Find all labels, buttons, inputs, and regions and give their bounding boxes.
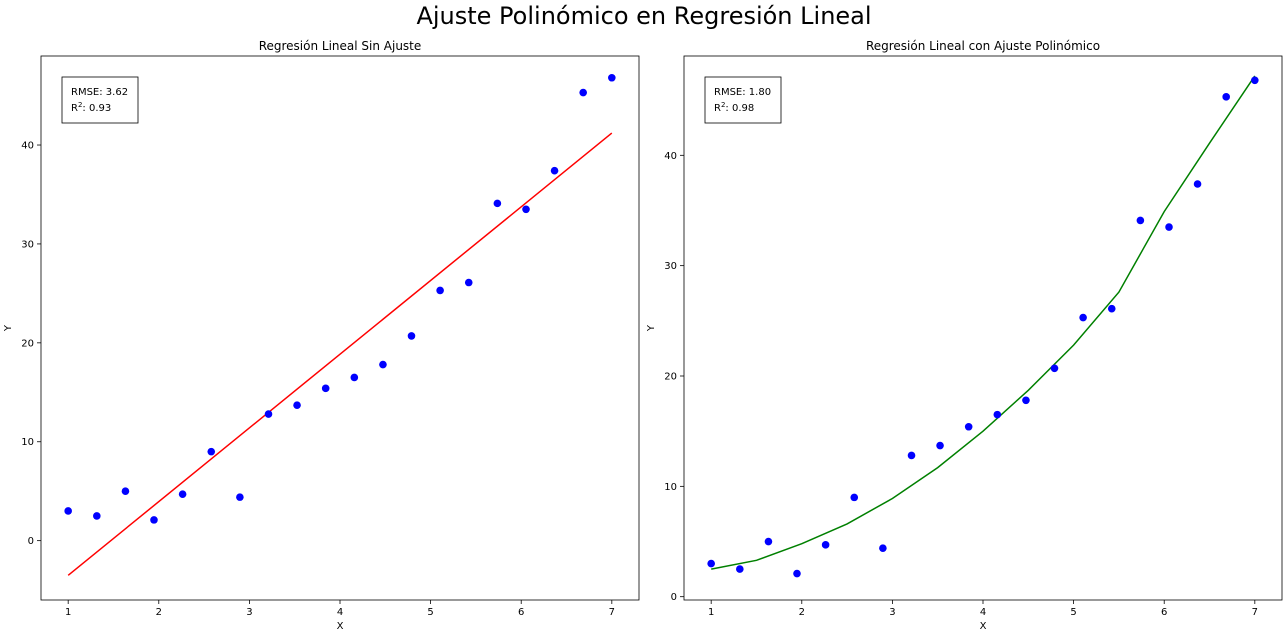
right-x-tick-label: 1 <box>708 607 714 618</box>
right-axes-frame <box>683 55 1283 601</box>
left-data-point <box>207 447 216 456</box>
left-data-point <box>264 410 273 418</box>
left-rmse-label: RMSE: 3.62 <box>71 87 128 98</box>
left-r2-label: R2: 0.93 <box>71 101 111 114</box>
left-y-tick-label: 10 <box>21 437 34 448</box>
chart-right: Regresión Lineal con Ajuste Polinómico 1 2… <box>646 39 1283 632</box>
left-x-tick-label: 5 <box>427 607 433 618</box>
right-data-point <box>964 422 973 431</box>
right-data-point <box>1079 313 1087 322</box>
left-chart-title: Regresión Lineal Sin Ajuste <box>259 39 422 53</box>
left-data-point <box>321 384 330 393</box>
left-x-axis-label: X <box>337 621 344 632</box>
right-x-tick-label: 7 <box>1252 607 1258 618</box>
left-y-axis-label: Y <box>3 324 14 332</box>
right-data-point <box>1022 396 1030 405</box>
right-y-tick-label: 40 <box>664 151 677 162</box>
right-rmse-label: RMSE: 1.80 <box>714 87 771 98</box>
left-data-point <box>493 199 502 208</box>
right-chart-title: Regresión Lineal con Ajuste Polinómico <box>866 39 1100 53</box>
right-x-tick-label: 2 <box>799 607 805 618</box>
right-data-point <box>1107 304 1116 313</box>
left-data-point <box>64 507 72 515</box>
left-data-point <box>464 278 473 287</box>
right-data-point <box>707 559 715 568</box>
right-data-point <box>764 537 773 546</box>
left-data-point <box>121 487 130 496</box>
right-data-point <box>993 410 1002 419</box>
left-x-tick-label: 2 <box>156 607 162 618</box>
right-data-point <box>736 565 744 573</box>
left-data-point <box>550 166 559 175</box>
left-x-tick-label: 7 <box>609 607 615 618</box>
right-y-tick-label: 10 <box>664 482 677 493</box>
right-annotation-box <box>704 76 782 124</box>
right-x-tick-label: 5 <box>1070 607 1076 618</box>
left-y-tick-label: 20 <box>21 338 34 349</box>
chart-left: Regresión Lineal Sin Ajuste 1 2 3 4 5 6 7 0 10 20 3… <box>3 39 640 632</box>
left-data-point <box>379 360 387 369</box>
left-y-tick-label: 30 <box>21 239 34 250</box>
right-data-point <box>1050 364 1059 373</box>
right-data-point <box>936 441 944 450</box>
left-x-tick-label: 1 <box>65 607 71 618</box>
left-fit-line <box>67 132 613 576</box>
right-fit-line <box>711 75 1256 570</box>
left-data-point <box>608 73 616 82</box>
left-axes-frame <box>40 55 640 601</box>
right-y-tick-label: 0 <box>671 592 677 603</box>
left-y-tick-label: 40 <box>21 141 34 152</box>
right-data-point <box>1222 93 1230 101</box>
left-data-point <box>150 516 158 524</box>
right-data-point <box>793 569 801 578</box>
right-data-point <box>1251 76 1259 85</box>
left-data-point <box>236 493 244 501</box>
left-x-tick-label: 6 <box>518 607 524 618</box>
right-data-point <box>1165 223 1173 231</box>
right-r2-label: R2: 0.98 <box>714 101 754 114</box>
right-x-axis-label: X <box>980 621 987 632</box>
right-y-tick-label: 20 <box>664 372 677 383</box>
right-data-point <box>1136 216 1145 225</box>
left-data-point <box>350 373 359 382</box>
right-y-tick-label: 30 <box>664 261 677 272</box>
figure-suptitle: Ajuste Polinómico en Regresión Lineal <box>416 2 872 30</box>
right-data-point <box>1193 180 1202 188</box>
left-data-point <box>522 205 530 214</box>
right-data-point <box>907 451 916 460</box>
right-y-axis-label: Y <box>646 324 657 332</box>
right-x-tick-label: 6 <box>1161 607 1167 618</box>
left-y-tick-label: 0 <box>28 536 34 547</box>
left-data-point <box>93 512 101 520</box>
right-x-tick-label: 4 <box>980 607 986 618</box>
right-x-tick-label: 3 <box>889 607 895 618</box>
left-data-point <box>436 286 444 295</box>
left-x-tick-label: 3 <box>246 607 252 618</box>
left-data-point <box>579 88 587 97</box>
left-annotation-box <box>61 76 139 124</box>
right-data-point <box>821 541 830 549</box>
right-data-point <box>850 493 859 502</box>
left-x-tick-label: 4 <box>337 607 343 618</box>
right-data-point <box>879 544 887 552</box>
left-data-point <box>407 332 416 340</box>
left-data-point <box>178 490 187 498</box>
left-data-point <box>293 401 301 409</box>
